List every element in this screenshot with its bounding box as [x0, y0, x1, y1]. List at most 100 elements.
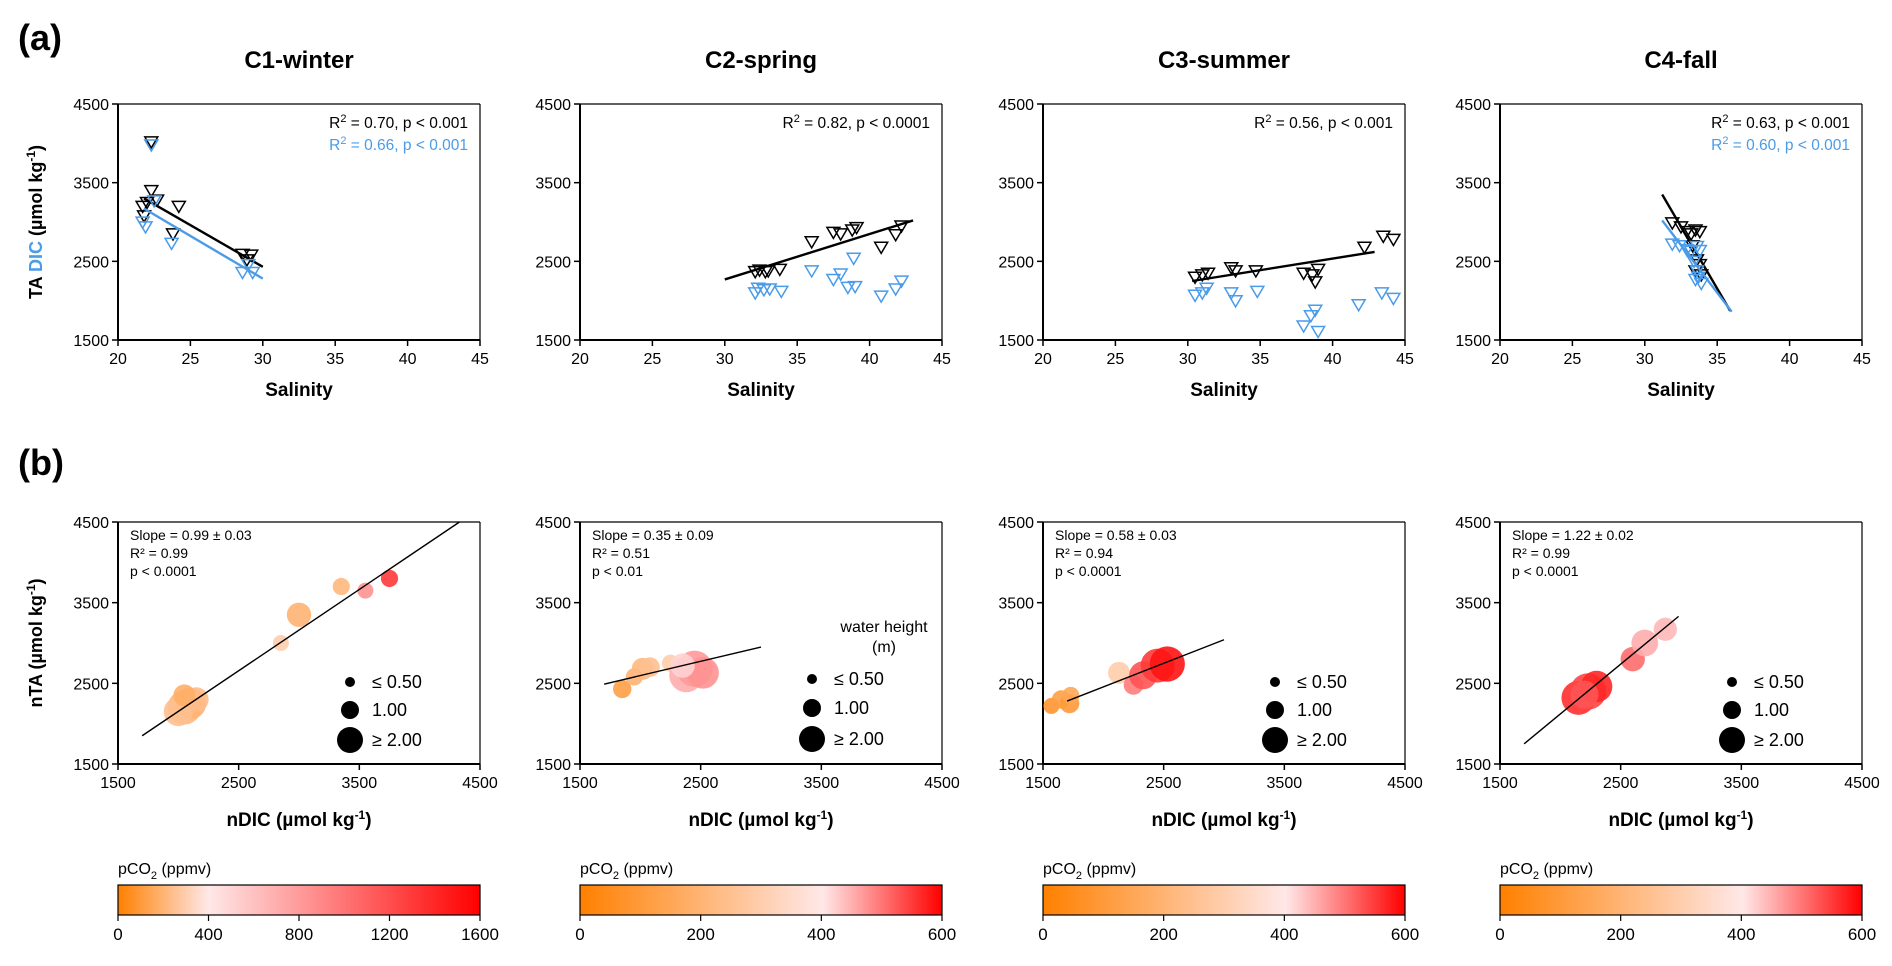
ta-point: [143, 184, 160, 199]
ta-fit-line: [1191, 250, 1375, 283]
size-legend-marker: [799, 726, 825, 752]
y-tick-label: 3500: [73, 596, 109, 613]
x-axis-label: nDIC (µmol kg-1): [1608, 808, 1753, 831]
fit-line: [141, 521, 460, 737]
colorbar-label: pCO2 (ppmv): [118, 861, 211, 882]
colorbar-tick-label: 200: [1606, 925, 1634, 944]
dic-point: [244, 266, 261, 281]
bubble-point: [380, 569, 399, 588]
size-legend-marker: [1723, 701, 1741, 719]
colorbar-tick-label: 800: [285, 925, 313, 944]
size-legend-marker: [803, 699, 821, 717]
size-legend-label: ≤ 0.50: [1754, 672, 1804, 692]
colorbar-tick-label: 200: [1149, 925, 1177, 944]
ta-point: [873, 241, 889, 255]
x-tick-label: 4500: [1387, 775, 1423, 792]
ta-point: [772, 263, 788, 277]
colorbar-tick-label: 400: [1270, 925, 1298, 944]
x-tick-label: 20: [571, 351, 589, 368]
y-tick-label: 4500: [1455, 97, 1491, 114]
x-tick-label: 40: [861, 351, 879, 368]
dic-point: [1307, 304, 1324, 318]
x-tick-label: 25: [1564, 351, 1582, 368]
colorbar-label: pCO2 (ppmv): [1500, 861, 1593, 882]
x-tick-label: 2500: [683, 775, 719, 792]
dic-point: [143, 139, 160, 153]
x-tick-label: 35: [1251, 351, 1269, 368]
size-legend-title: water height: [839, 619, 928, 636]
dic-point: [240, 258, 257, 273]
size-legend-marker: [1719, 727, 1745, 753]
fit-line: [1066, 639, 1225, 702]
x-tick-label: 40: [1324, 351, 1342, 368]
chart-title: C4-fall: [1644, 47, 1717, 74]
chart-title: C3-summer: [1158, 47, 1290, 74]
bubble-point: [640, 657, 660, 677]
x-tick-label: 20: [1491, 351, 1509, 368]
dic-point: [840, 281, 856, 295]
x-axis-label: nDIC (µmol kg-1): [688, 808, 833, 831]
ta-point: [1304, 269, 1321, 283]
ta-point: [1200, 267, 1216, 281]
bubble-point: [173, 684, 196, 707]
ta-point: [1687, 224, 1704, 238]
dic-point: [1683, 245, 1699, 259]
ta-point: [893, 220, 910, 234]
dic-point: [803, 265, 820, 279]
y-tick-label: 3500: [535, 176, 571, 193]
x-tick-label: 4500: [1844, 775, 1880, 792]
ta-point: [1356, 241, 1373, 255]
x-tick-label: 1500: [1482, 775, 1518, 792]
dic-point: [847, 280, 863, 295]
x-tick-label: 4500: [924, 775, 960, 792]
x-axis-label: Salinity: [1190, 380, 1258, 401]
size-legend-label: 1.00: [372, 700, 407, 720]
ta-point: [134, 200, 151, 214]
y-tick-label: 3500: [1455, 176, 1491, 193]
dic-point: [887, 283, 904, 297]
x-tick-label: 3500: [1267, 775, 1303, 792]
size-legend-marker: [807, 674, 817, 684]
slope-stat: Slope = 0.35 ± 0.09: [592, 527, 714, 543]
colorbar-tick-label: 0: [1038, 925, 1047, 944]
size-legend-marker: [1266, 701, 1284, 719]
fit-line: [603, 646, 762, 685]
x-tick-label: 4500: [462, 775, 498, 792]
x-tick-label: 1500: [1025, 775, 1061, 792]
x-tick-label: 35: [788, 351, 806, 368]
chart-title: C2-spring: [705, 47, 817, 74]
chart-title: C1-winter: [244, 47, 353, 74]
dic-point: [1198, 282, 1215, 296]
size-legend-marker: [1262, 727, 1288, 753]
y-axis-label: nTA (µmol kg-1): [24, 578, 46, 707]
slope-stat: R² = 0.94: [1055, 545, 1113, 561]
x-axis-label: Salinity: [727, 380, 795, 401]
x-axis-label: nDIC (µmol kg-1): [1151, 808, 1296, 831]
fit-line: [1523, 615, 1680, 745]
colorbar-tick-label: 400: [1727, 925, 1755, 944]
x-tick-label: 30: [254, 351, 272, 368]
dic-point: [1686, 255, 1702, 269]
colorbar-tick-label: 200: [686, 925, 714, 944]
slope-stat: p < 0.0001: [1055, 563, 1122, 579]
x-tick-label: 25: [182, 351, 200, 368]
y-tick-label: 1500: [535, 757, 571, 774]
dic-point: [825, 273, 842, 288]
colorbar: [1499, 884, 1863, 916]
colorbar-tick-label: 600: [1848, 925, 1876, 944]
slope-stat: R² = 0.99: [1512, 545, 1570, 561]
ta-point: [1673, 221, 1689, 235]
colorbar-tick-label: 600: [928, 925, 956, 944]
x-axis-label: nDIC (µmol kg-1): [226, 808, 371, 831]
dic-fit-line: [1661, 219, 1733, 313]
ta-point: [747, 265, 764, 280]
ta-fit-line: [724, 219, 914, 281]
dic-point: [163, 237, 180, 251]
y-tick-label: 1500: [73, 757, 109, 774]
x-tick-label: 3500: [804, 775, 840, 792]
bubble-point: [613, 679, 632, 699]
y-tick-label: 3500: [535, 596, 571, 613]
y-tick-label: 2500: [1455, 254, 1491, 271]
dic-point: [1374, 287, 1390, 301]
